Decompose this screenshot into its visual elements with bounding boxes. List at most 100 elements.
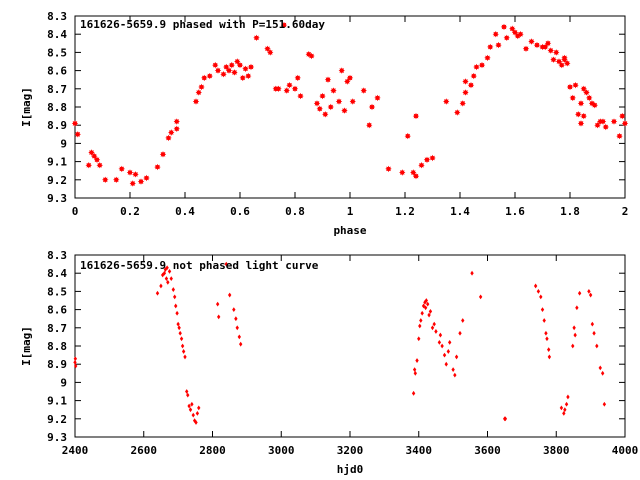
data-point [430,325,435,331]
data-point [118,165,125,173]
data-point [592,330,596,336]
data-point [495,41,502,49]
data-point [434,329,438,334]
data-point [599,118,607,125]
data-point [580,85,587,92]
data-point [437,339,442,345]
data-point [427,312,431,318]
plot-frame [74,254,626,438]
plot-title: 161626-5659.9 not phased light curve [80,259,319,272]
data-point [253,34,260,41]
data-point [162,270,167,276]
data-point [232,307,236,312]
data-point [588,292,593,298]
data-point [410,169,417,176]
data-point [338,67,345,74]
data-point [102,176,109,183]
x-tick-label: 2800 [199,444,226,457]
data-point [137,178,145,185]
x-tick-label: 3400 [406,444,433,457]
data-point [453,372,457,378]
data-point [185,389,189,394]
data-point [173,294,177,300]
x-tick-label: 2400 [62,444,89,457]
data-point [236,61,244,69]
data-point [451,367,455,373]
y-tick-label: 9.2 [47,413,67,426]
data-point [93,156,101,163]
data-point [473,63,480,71]
data-point [542,318,546,323]
data-point [71,120,79,127]
data-point [319,92,326,100]
data-point [545,336,549,342]
data-point [330,87,337,94]
data-point [412,367,417,373]
data-point [324,76,332,83]
data-point [132,171,139,178]
data-point [171,287,175,292]
data-point [234,58,241,65]
data-point [571,343,575,349]
data-point [206,72,213,80]
data-point [228,61,235,69]
data-point [360,87,367,94]
data-point [181,349,186,354]
data-point [555,58,563,65]
data-point [564,60,571,67]
data-point [195,89,202,96]
data-point [239,74,246,82]
data-point [413,370,417,376]
data-point [192,418,197,424]
data-point [522,45,530,52]
data-point [335,98,343,105]
data-point [212,61,219,69]
data-point [176,321,180,327]
data-point [484,54,491,62]
data-point [192,98,200,105]
data-point [558,61,565,69]
y-tick-label: 9.3 [47,192,67,205]
x-tick-label: 0.6 [230,205,250,218]
data-point [294,74,301,82]
data-point [346,74,354,82]
data-point [163,267,168,272]
data-point [602,401,607,407]
data-point [511,29,519,36]
data-point [478,294,483,300]
data-point [180,343,185,349]
plot-frame [74,15,626,199]
data-point [577,120,585,127]
y-tick-label: 8.9 [47,119,67,132]
data-point [308,52,315,60]
data-point [444,361,448,367]
data-point [228,292,232,298]
data-point [572,82,579,89]
data-point [587,289,591,294]
data-point [177,325,181,331]
data-point [418,323,422,329]
data-point [297,92,304,100]
data-point [217,314,221,320]
data-point [467,82,475,89]
data-point [420,310,424,316]
y-tick-label: 9.1 [47,395,67,408]
data-point [168,129,175,136]
data-point [191,412,195,418]
data-point [164,276,169,282]
data-point [275,85,282,92]
data-point [129,180,136,187]
data-point [165,134,172,142]
data-point [459,100,466,107]
data-point [174,303,178,309]
data-point [316,105,323,112]
data-point [569,94,576,102]
data-point [462,89,469,96]
data-point [286,82,293,89]
data-point [187,403,191,409]
data-point [366,122,373,129]
x-axis-label: hjd0 [337,463,364,476]
data-point [344,78,351,85]
data-point [583,89,590,96]
